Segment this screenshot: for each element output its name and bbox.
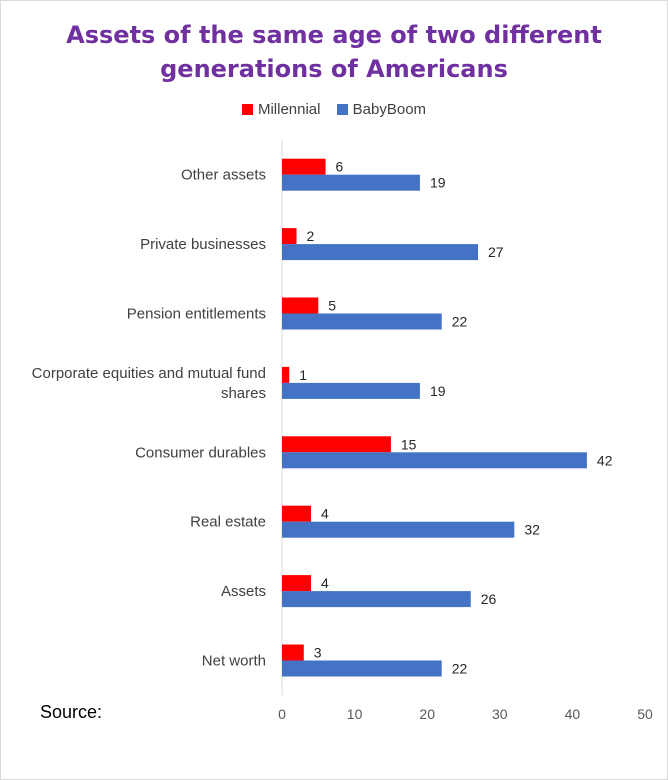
bar-millennial bbox=[282, 366, 290, 383]
bar-babyboom bbox=[282, 660, 442, 677]
category-label: Corporate equities and mutual fund bbox=[32, 365, 266, 382]
x-tick-label: 50 bbox=[637, 706, 653, 722]
legend-item-babyboom: BabyBoom bbox=[336, 101, 427, 118]
bar-babyboom bbox=[282, 452, 587, 469]
bar-millennial bbox=[282, 505, 312, 522]
bar-millennial bbox=[282, 297, 319, 314]
chart-legend: Millennial BabyBoom bbox=[0, 101, 668, 119]
data-label-millennial: 4 bbox=[321, 575, 329, 591]
bar-millennial bbox=[282, 644, 304, 661]
bar-millennial bbox=[282, 575, 312, 592]
category-label: Consumer durables bbox=[135, 444, 266, 461]
data-label-millennial: 3 bbox=[314, 645, 322, 661]
category-label: Net worth bbox=[202, 653, 266, 670]
category-label: shares bbox=[221, 385, 266, 402]
data-label-babyboom: 22 bbox=[452, 661, 468, 677]
x-tick-label: 20 bbox=[419, 706, 435, 722]
chart-title-line-2: generations of Americans bbox=[160, 55, 508, 83]
category-label: Assets bbox=[221, 583, 266, 600]
bar-millennial bbox=[282, 158, 326, 175]
data-label-babyboom: 32 bbox=[524, 522, 540, 538]
chart-title: Assets of the same age of two different … bbox=[0, 18, 668, 86]
x-tick-label: 10 bbox=[347, 706, 363, 722]
data-label-babyboom: 19 bbox=[430, 175, 446, 191]
legend-label-millennial: Millennial bbox=[257, 101, 321, 118]
legend-item-millennial: Millennial bbox=[241, 101, 321, 118]
data-label-babyboom: 42 bbox=[597, 452, 613, 468]
data-label-millennial: 6 bbox=[336, 159, 344, 175]
bar-millennial bbox=[282, 436, 391, 453]
data-label-millennial: 1 bbox=[299, 367, 307, 383]
x-tick-label: 30 bbox=[492, 706, 508, 722]
bar-babyboom bbox=[282, 244, 479, 261]
legend-swatch-millennial bbox=[241, 104, 253, 115]
bar-millennial bbox=[282, 228, 297, 245]
bar-babyboom bbox=[282, 174, 420, 191]
source-label: Source: bbox=[40, 702, 103, 722]
data-label-millennial: 4 bbox=[321, 506, 329, 522]
category-label: Pension entitlements bbox=[127, 306, 266, 323]
category-label: Real estate bbox=[190, 514, 266, 531]
bar-babyboom bbox=[282, 313, 442, 330]
data-label-millennial: 5 bbox=[328, 298, 336, 314]
data-label-babyboom: 26 bbox=[481, 591, 497, 607]
data-label-millennial: 2 bbox=[307, 228, 315, 244]
data-label-millennial: 15 bbox=[401, 436, 417, 452]
bar-babyboom bbox=[282, 591, 471, 608]
category-label: Private businesses bbox=[140, 236, 266, 253]
x-tick-label: 40 bbox=[565, 706, 581, 722]
bar-babyboom bbox=[282, 382, 420, 399]
data-label-babyboom: 27 bbox=[488, 244, 504, 260]
data-label-babyboom: 19 bbox=[430, 383, 446, 399]
legend-swatch-babyboom bbox=[336, 104, 348, 115]
bar-babyboom bbox=[282, 521, 515, 538]
data-label-babyboom: 22 bbox=[452, 314, 468, 330]
legend-label-babyboom: BabyBoom bbox=[352, 101, 427, 118]
category-label: Other assets bbox=[181, 167, 266, 184]
x-tick-label: 0 bbox=[278, 706, 286, 722]
chart-title-line-1: Assets of the same age of two different bbox=[66, 21, 602, 49]
